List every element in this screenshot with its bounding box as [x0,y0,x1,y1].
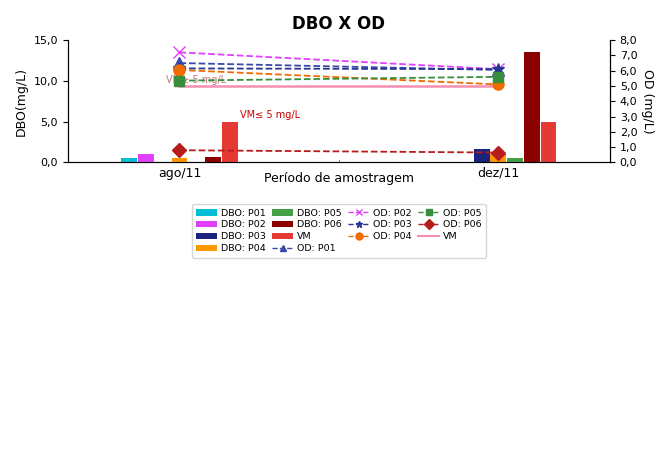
Text: Período de amostragem: Período de amostragem [264,172,414,185]
Bar [474,149,490,162]
Bar [205,157,221,162]
Title: DBO X OD: DBO X OD [292,15,385,33]
Bar [221,121,237,162]
Text: VM≤ 5 mg/L: VM≤ 5 mg/L [240,110,300,120]
Y-axis label: OD (mg/L): OD (mg/L) [641,69,654,134]
Text: VM≥ 5 mg/L: VM≥ 5 mg/L [166,75,226,85]
Bar [524,52,540,162]
Bar [541,121,557,162]
Text: ago/11: ago/11 [158,167,201,180]
Bar [138,154,154,162]
Bar [121,158,137,162]
Bar [490,154,506,162]
Legend: DBO: P01, DBO: P02, DBO: P03, DBO: P04, DBO: P05, DBO: P06, VM, OD: P01, OD: P02: DBO: P01, DBO: P02, DBO: P03, DBO: P04, … [191,204,486,258]
Bar [171,158,187,162]
Y-axis label: DBO(mg/L): DBO(mg/L) [15,67,28,136]
Text: dez/11: dez/11 [477,167,519,180]
Bar [507,158,523,162]
